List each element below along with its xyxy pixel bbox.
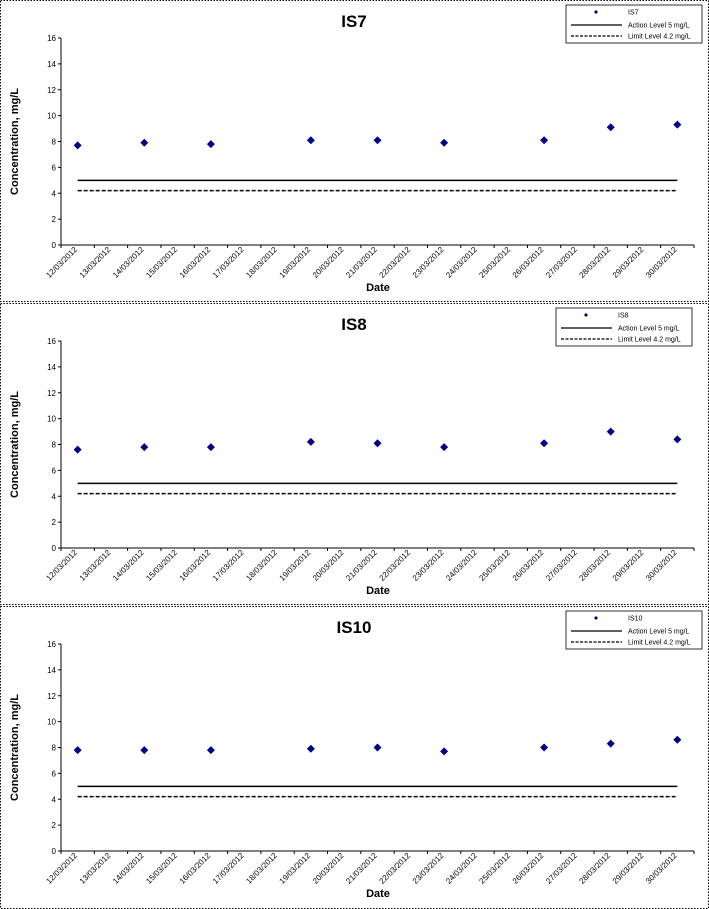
data-point	[440, 747, 449, 756]
data-point	[606, 427, 615, 436]
y-tick-label: 6	[52, 163, 57, 172]
legend-label: Action Level 5 mg/L	[628, 629, 690, 636]
data-point	[206, 443, 215, 452]
legend-box	[555, 307, 693, 347]
data-point	[540, 439, 549, 448]
chart-panel-2: IS10 0 2 4 6 8 10 12 14 16 12/03/2012 13/03/2012 14/…	[0, 606, 709, 909]
data-point	[306, 744, 315, 753]
data-point	[140, 138, 149, 147]
legend-marker	[594, 10, 598, 14]
y-tick-label: 6	[52, 769, 57, 778]
data-point	[306, 437, 315, 446]
legend-label: Limit Level 4.2 mg/L	[618, 337, 681, 344]
chart-border	[0, 303, 709, 605]
data-point	[206, 746, 215, 755]
legend-label: Action Level 5 mg/L	[618, 326, 680, 333]
legend: IS10 Action Level 5 mg/L Limit Level 4.2 m…	[565, 610, 703, 650]
legend-label: Action Level 5 mg/L	[628, 23, 690, 30]
legend-box	[565, 610, 703, 650]
x-axis-label: Date	[366, 888, 390, 900]
data-point	[440, 138, 449, 147]
legend-label: Limit Level 4.2 mg/L	[628, 34, 691, 41]
y-tick-label: 16	[47, 640, 56, 649]
chart-title: IS10	[337, 618, 372, 637]
y-tick-label: 14	[47, 666, 56, 675]
chart-border	[0, 0, 709, 302]
data-point	[306, 136, 315, 145]
y-tick-label: 14	[47, 363, 56, 372]
y-tick-label: 0	[52, 847, 57, 856]
x-axis-label: Date	[366, 585, 390, 597]
y-axis-label: Concentration, mg/L	[9, 88, 21, 195]
data-point	[673, 735, 682, 744]
legend-label: Limit Level 4.2 mg/L	[628, 640, 691, 647]
y-tick-label: 10	[47, 718, 56, 727]
y-tick-label: 2	[52, 518, 57, 527]
data-point	[140, 443, 149, 452]
chart-svg-1: IS8024681012141612/03/201213/03/201214/0…	[0, 303, 709, 605]
data-point	[606, 123, 615, 132]
chart-panel-1: IS8 0 2 4 6 8 10 12 14 16 12/03/2012 13/03/2012 14/0…	[0, 303, 709, 605]
y-tick-label: 12	[47, 86, 56, 95]
data-point	[73, 445, 82, 454]
chart-svg-0: IS7024681012141612/03/201213/03/201214/0…	[0, 0, 709, 302]
data-point	[140, 746, 149, 755]
legend-marker	[584, 313, 588, 317]
data-point	[73, 746, 82, 755]
y-tick-label: 0	[52, 544, 57, 553]
data-point	[373, 743, 382, 752]
legend-label: IS7	[628, 10, 639, 17]
y-axis-label: Concentration, mg/L	[9, 391, 21, 498]
chart-border	[0, 606, 709, 909]
y-axis-label: Concentration, mg/L	[9, 694, 21, 801]
chart-svg-2: IS10024681012141612/03/201213/03/201214/…	[0, 606, 709, 909]
data-point	[540, 136, 549, 145]
data-point	[206, 140, 215, 149]
data-point	[440, 443, 449, 452]
y-tick-label: 8	[52, 744, 57, 753]
legend-label: IS10	[628, 616, 643, 623]
y-tick-label: 8	[52, 138, 57, 147]
data-point	[606, 739, 615, 748]
y-tick-label: 0	[52, 241, 57, 250]
y-tick-label: 12	[47, 692, 56, 701]
y-tick-label: 16	[47, 337, 56, 346]
legend: IS8 Action Level 5 mg/L Limit Level 4.2 mg…	[555, 307, 693, 347]
legend-label: IS8	[618, 313, 629, 320]
y-tick-label: 16	[47, 34, 56, 43]
y-tick-label: 14	[47, 60, 56, 69]
y-tick-label: 8	[52, 441, 57, 450]
y-tick-label: 4	[52, 492, 57, 501]
data-point	[540, 743, 549, 752]
chart-panel-0: IS7 0 2 4 6 8 10 12 14 16 12/03/2012 13/03/2012 14/0…	[0, 0, 709, 302]
chart-title: IS7	[341, 12, 367, 31]
data-point	[373, 439, 382, 448]
data-point	[373, 136, 382, 145]
y-tick-label: 6	[52, 466, 57, 475]
x-axis-label: Date	[366, 282, 390, 294]
y-tick-label: 2	[52, 821, 57, 830]
y-tick-label: 4	[52, 795, 57, 804]
chart-title: IS8	[341, 315, 367, 334]
y-tick-label: 12	[47, 389, 56, 398]
y-tick-label: 2	[52, 215, 57, 224]
data-point	[673, 435, 682, 444]
data-point	[73, 141, 82, 150]
y-tick-label: 4	[52, 189, 57, 198]
legend: IS7 Action Level 5 mg/L Limit Level 4.2 mg…	[565, 4, 703, 44]
legend-box	[565, 4, 703, 44]
y-tick-label: 10	[47, 112, 56, 121]
data-point	[673, 120, 682, 129]
legend-marker	[594, 616, 598, 620]
y-tick-label: 10	[47, 415, 56, 424]
